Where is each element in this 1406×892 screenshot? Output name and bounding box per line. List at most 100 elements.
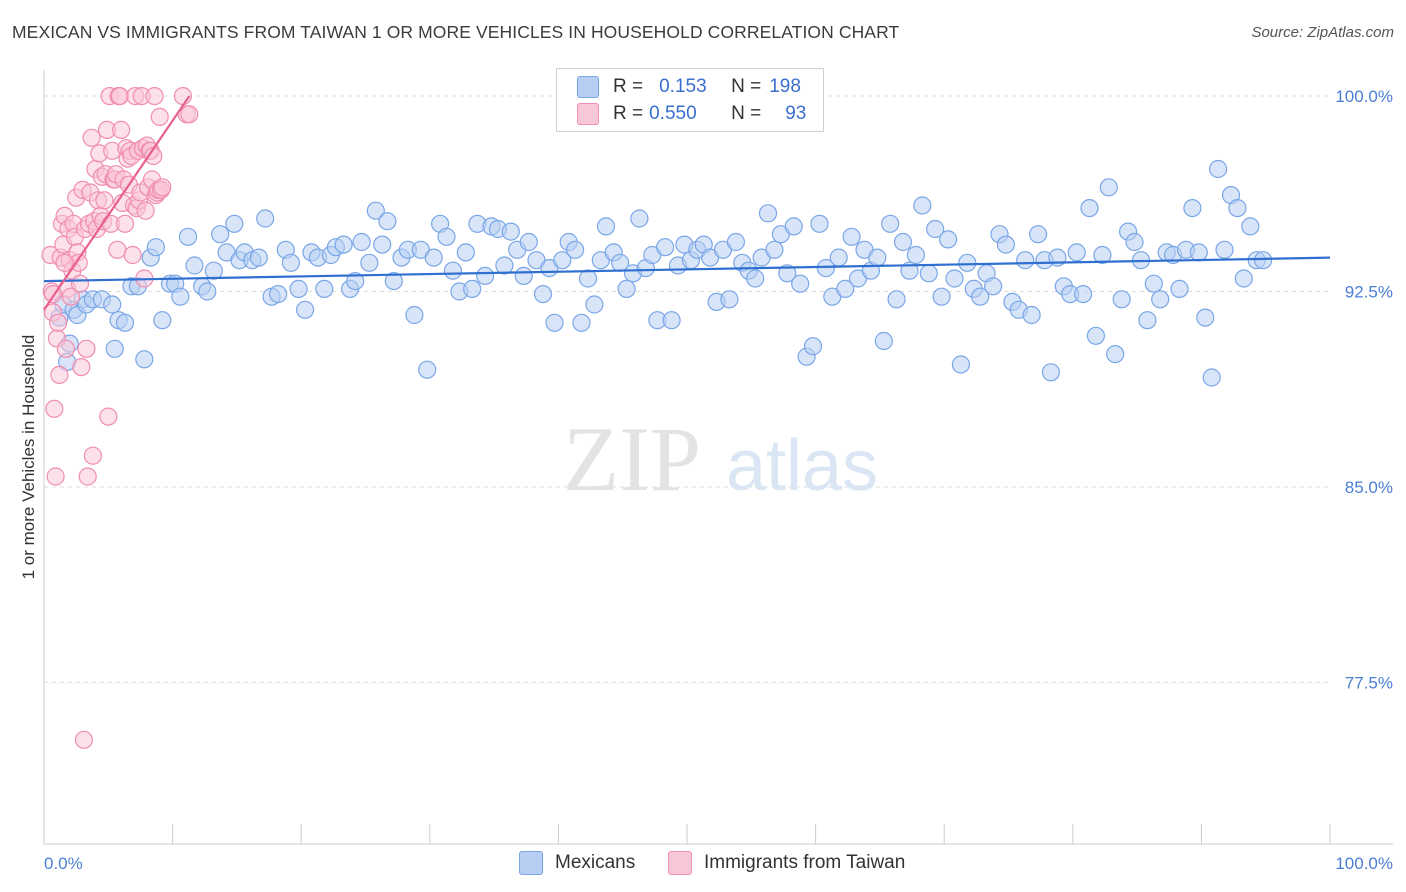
mexicans-point-24 [185, 256, 204, 275]
watermark-zip: ZIP [563, 408, 701, 510]
mexicans-point-188 [1241, 217, 1260, 236]
legend-item-mexicans: Mexicans [519, 851, 635, 875]
mexicans-point-66 [456, 243, 475, 262]
taiwan-point-42 [95, 191, 114, 210]
mexicans-point-117 [784, 217, 803, 236]
series-mexicans [50, 159, 1273, 387]
taiwan-point-33 [83, 446, 103, 465]
watermark-atlas: atlas [726, 426, 878, 506]
mexicans-point-88 [596, 217, 616, 236]
taiwan-trend-line [43, 95, 191, 311]
taiwan-point-23 [70, 274, 90, 293]
mexicans-point-53 [373, 235, 392, 254]
mexicans-point-186 [1228, 199, 1247, 218]
taiwan-point-74 [136, 201, 155, 220]
axes [43, 70, 1393, 845]
mexicans-point-183 [1208, 159, 1228, 179]
mexicans-point-126 [842, 227, 861, 246]
mexicans-point-165 [1093, 245, 1112, 265]
taiwan-point-7 [50, 365, 69, 384]
mexicans-point-168 [1112, 290, 1131, 309]
mexicans-point-22 [171, 287, 190, 306]
taiwan-point-92 [55, 253, 74, 272]
legend-item-taiwan: Immigrants from Taiwan [668, 851, 905, 875]
mexicans-point-37 [269, 285, 288, 304]
taiwan-point-32 [82, 128, 101, 147]
watermark: ZIP atlas [563, 408, 878, 510]
mexicans-point-49 [346, 272, 365, 291]
mexicans-point-26 [198, 282, 217, 301]
y-tick-label-2: 85.0% [1345, 478, 1393, 497]
mexicans-point-166 [1099, 178, 1118, 197]
taiwan-point-52 [108, 240, 127, 259]
mexicans-point-138 [919, 264, 938, 283]
mexicans-point-75 [514, 266, 533, 285]
x-tick-labels: 0.0% 100.0% [44, 854, 1393, 873]
taiwan-point-29 [78, 467, 97, 486]
gridlines [44, 95, 1330, 683]
mexicans-point-121 [810, 214, 829, 233]
mexicans-point-81 [553, 251, 572, 270]
mexicans-point-30 [225, 214, 244, 233]
mexicans-point-85 [578, 269, 598, 288]
mexicans-point-11 [105, 339, 124, 358]
mexicans-point-153 [1016, 251, 1035, 270]
mexicans-point-39 [281, 253, 300, 272]
r-value-taiwan: 0.550 [649, 103, 697, 124]
mexicans-point-181 [1196, 308, 1215, 327]
mexicans-point-63 [437, 227, 456, 246]
taiwan-point-6 [48, 313, 68, 332]
mexicans-point-58 [405, 305, 424, 325]
mexicans-point-174 [1151, 290, 1170, 309]
mexicans-point-114 [765, 240, 784, 259]
taiwan-point-81 [145, 86, 164, 106]
mexicans-point-170 [1125, 232, 1144, 252]
mexicans-point-13 [115, 313, 135, 332]
mexicans-point-190 [1253, 251, 1273, 270]
trend-lines [43, 95, 1331, 311]
mexicans-point-172 [1138, 311, 1157, 330]
mexicans-point-157 [1041, 363, 1061, 382]
mexicans-point-83 [565, 240, 585, 259]
mexicans-point-133 [887, 290, 906, 309]
y-tick-label-1: 92.5% [1345, 283, 1393, 302]
taiwan-point-28 [77, 339, 96, 358]
mexicans-point-130 [868, 248, 887, 267]
mexicans-point-47 [334, 235, 353, 254]
mexicans-point-84 [572, 313, 591, 332]
mexicans-point-86 [585, 295, 604, 314]
y-tick-labels: 100.0% 92.5% 85.0% 77.5% [1335, 87, 1393, 692]
mexicans-point-122 [816, 259, 836, 278]
y-tick-label-0: 100.0% [1335, 87, 1393, 106]
mexicans-point-111 [746, 269, 765, 288]
mexicans-point-143 [951, 355, 971, 374]
taiwan-point-85 [150, 107, 169, 127]
mexicans-point-107 [720, 290, 739, 309]
mexicans-point-113 [758, 204, 778, 223]
mexicans-point-91 [617, 279, 636, 298]
mexicans-point-52 [366, 201, 385, 220]
taiwan-point-45 [99, 407, 118, 426]
mexicans-point-35 [256, 209, 275, 228]
mexicans-point-142 [945, 269, 964, 288]
mexicans-point-179 [1183, 199, 1202, 218]
mexicans-point-28 [211, 225, 230, 244]
mexicans-point-69 [476, 266, 495, 285]
taiwan-point-58 [115, 214, 135, 233]
mexicans-point-27 [204, 261, 223, 280]
source-label: Source: ZipAtlas.com [1251, 24, 1394, 41]
mexicans-point-76 [519, 232, 538, 252]
mexicans-point-141 [938, 230, 958, 249]
stats-legend: R = 0.153 N = 198 R = 0.550 N = 93 [556, 68, 824, 132]
taiwan-point-4 [46, 467, 65, 486]
r-value-mexicans: 0.153 [659, 76, 707, 97]
mexicans-point-116 [778, 264, 797, 283]
mexicans-point-34 [249, 248, 268, 267]
legend-row-taiwan: R = 0.550 N = 93 [577, 101, 806, 127]
mexicans-point-187 [1234, 269, 1253, 288]
mexicans-point-177 [1170, 279, 1189, 298]
mexicans-point-139 [926, 219, 945, 239]
mexicans-point-134 [893, 232, 913, 252]
mexicans-point-120 [803, 337, 823, 356]
mexicans-point-132 [881, 214, 900, 233]
